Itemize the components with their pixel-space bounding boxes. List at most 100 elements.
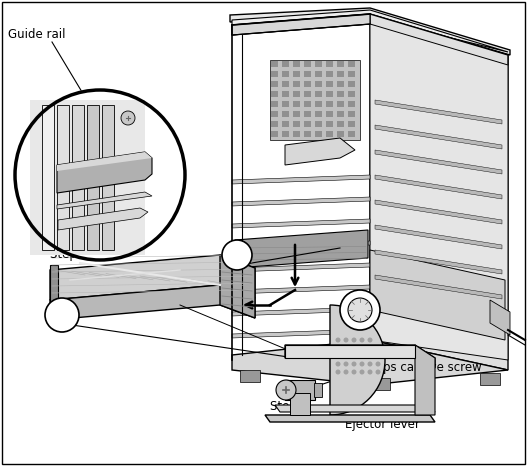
Bar [326, 101, 333, 107]
Circle shape [222, 240, 252, 270]
Bar [271, 91, 278, 97]
Polygon shape [232, 285, 370, 294]
Polygon shape [232, 340, 508, 385]
Polygon shape [220, 255, 255, 318]
Circle shape [359, 354, 365, 358]
Bar [271, 101, 278, 107]
Polygon shape [57, 152, 152, 171]
Bar [337, 61, 344, 67]
Bar [326, 61, 333, 67]
Bar [282, 111, 289, 117]
Bar [348, 111, 355, 117]
Bar [72, 105, 84, 250]
Bar [293, 91, 300, 97]
Bar [337, 131, 344, 137]
Circle shape [352, 354, 356, 358]
Text: Step 7: Step 7 [50, 248, 88, 261]
Polygon shape [375, 150, 502, 174]
Bar [326, 81, 333, 87]
Text: Ejector lever: Ejector lever [345, 418, 420, 431]
Circle shape [276, 380, 296, 400]
Bar [282, 101, 289, 107]
Bar [304, 121, 311, 127]
Polygon shape [57, 152, 152, 193]
Circle shape [15, 90, 185, 260]
Bar [57, 105, 69, 250]
Bar [293, 71, 300, 77]
Circle shape [344, 345, 348, 350]
Bar [293, 131, 300, 137]
Bar [326, 71, 333, 77]
Polygon shape [375, 125, 502, 149]
Bar [315, 111, 322, 117]
Bar [348, 91, 355, 97]
Polygon shape [232, 10, 508, 52]
Circle shape [348, 298, 372, 322]
Polygon shape [285, 345, 415, 358]
Bar [102, 105, 114, 250]
Polygon shape [490, 300, 510, 335]
Bar [42, 105, 54, 250]
Circle shape [376, 354, 380, 358]
Circle shape [352, 345, 356, 350]
Bar [304, 131, 311, 137]
Circle shape [367, 345, 373, 350]
Bar [293, 81, 300, 87]
Polygon shape [375, 225, 502, 249]
Polygon shape [370, 378, 390, 390]
Bar [87, 105, 99, 250]
Bar [282, 91, 289, 97]
Wedge shape [330, 305, 385, 415]
Polygon shape [370, 250, 505, 340]
Bar [326, 131, 333, 137]
Polygon shape [50, 265, 58, 325]
Polygon shape [275, 405, 435, 412]
Bar [304, 61, 311, 67]
Circle shape [376, 362, 380, 366]
Circle shape [352, 337, 356, 343]
Bar [271, 81, 278, 87]
Circle shape [367, 370, 373, 375]
Polygon shape [290, 393, 310, 415]
Polygon shape [235, 230, 368, 268]
Circle shape [359, 345, 365, 350]
Circle shape [376, 370, 380, 375]
Circle shape [340, 290, 380, 330]
Polygon shape [232, 197, 370, 206]
Polygon shape [285, 380, 315, 400]
Bar [326, 111, 333, 117]
Circle shape [344, 370, 348, 375]
Bar [315, 81, 322, 87]
Bar [348, 121, 355, 127]
Polygon shape [480, 373, 500, 385]
Polygon shape [58, 208, 148, 230]
Polygon shape [415, 345, 435, 415]
Bar [293, 101, 300, 107]
Bar [304, 101, 311, 107]
Bar [348, 61, 355, 67]
Bar [293, 61, 300, 67]
Bar [314, 383, 322, 397]
Polygon shape [375, 275, 502, 299]
Polygon shape [232, 329, 370, 338]
Polygon shape [232, 14, 370, 35]
Polygon shape [30, 100, 145, 255]
Circle shape [45, 298, 79, 332]
Circle shape [352, 362, 356, 366]
Polygon shape [50, 255, 255, 300]
Polygon shape [375, 175, 502, 199]
Bar [271, 61, 278, 67]
Polygon shape [265, 415, 435, 422]
Circle shape [359, 370, 365, 375]
Bar [337, 101, 344, 107]
Bar [315, 61, 322, 67]
Circle shape [376, 345, 380, 350]
Bar [337, 71, 344, 77]
Polygon shape [270, 60, 360, 140]
Polygon shape [375, 100, 502, 124]
Polygon shape [285, 138, 355, 165]
Bar [337, 91, 344, 97]
Circle shape [344, 337, 348, 343]
Polygon shape [375, 250, 502, 274]
Circle shape [344, 362, 348, 366]
